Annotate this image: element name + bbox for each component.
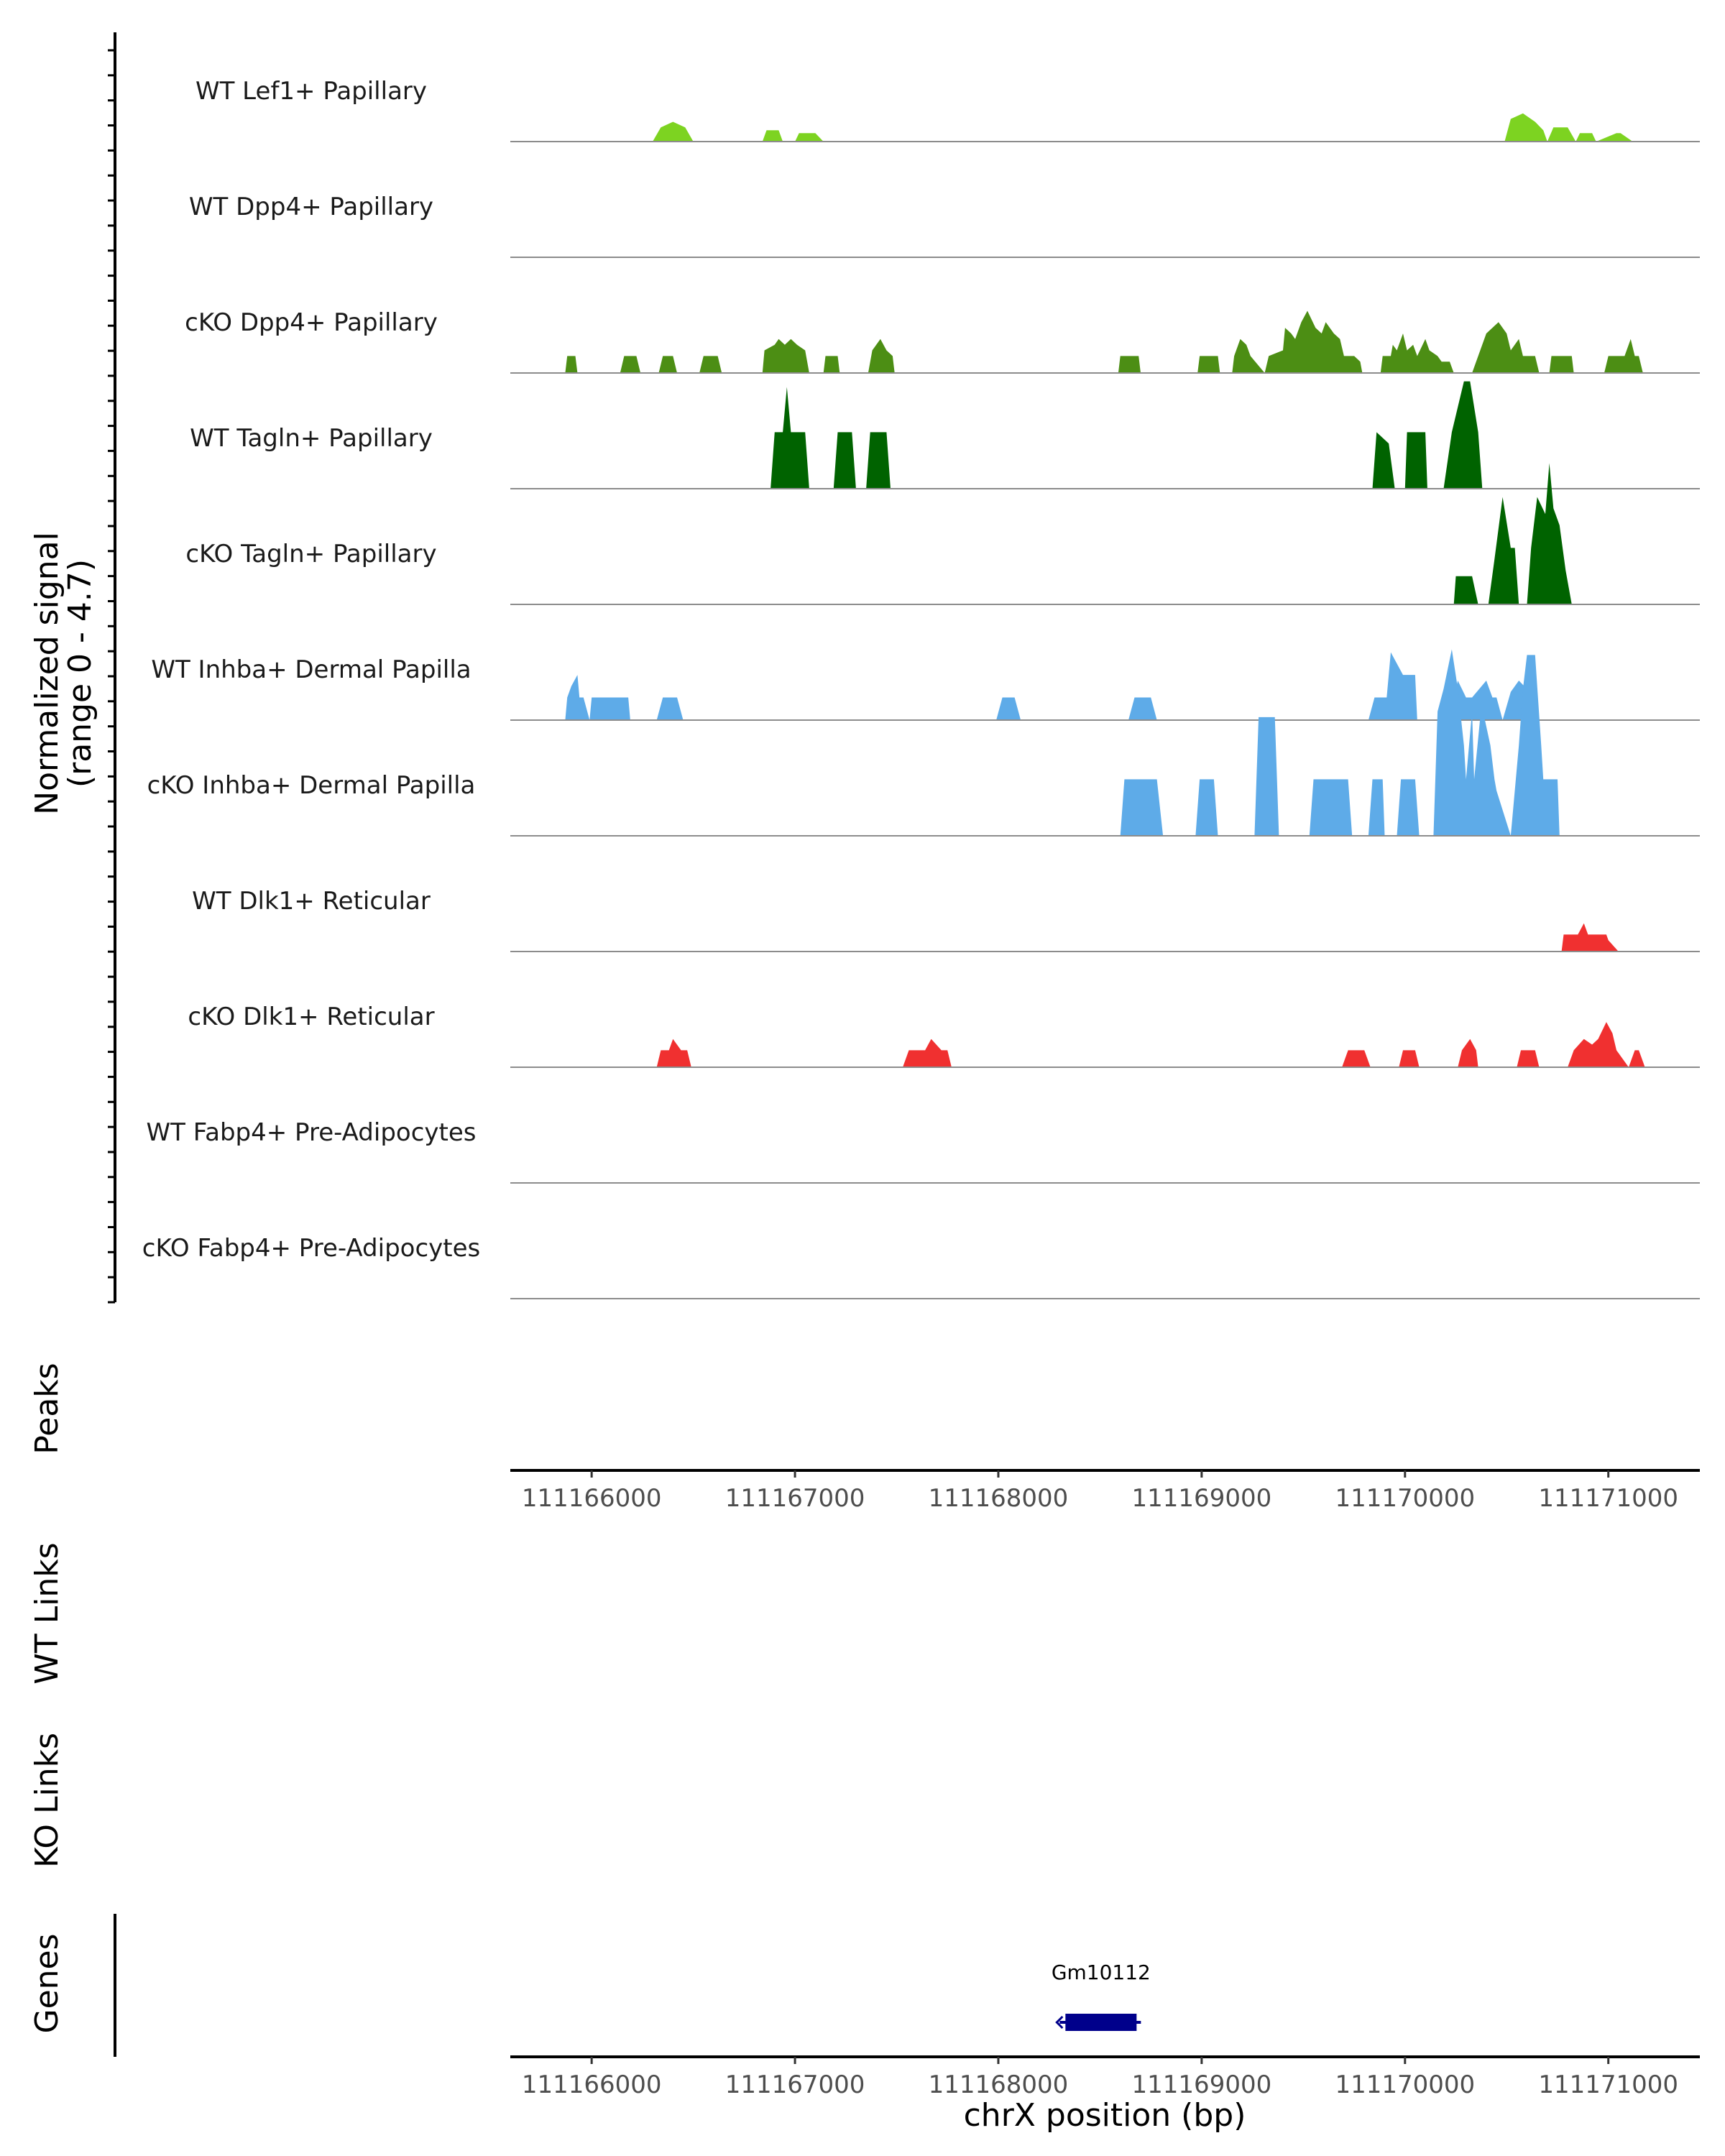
signal-axis-title-line1: Normalized signal [29, 532, 65, 815]
peaks-x-axis: 111166000 111167000 111168000 111169000 1111… [510, 1469, 1700, 1513]
x-tick-label: 111169000 [1132, 1484, 1272, 1513]
track-1: WT Lef1+ Papillary [196, 77, 1700, 142]
x-tick-label: 111168000 [929, 1484, 1069, 1513]
peaks-track-label: Peaks [29, 1363, 65, 1454]
gene-strand-arrow [1055, 2015, 1064, 2030]
track-label: cKO Fabp4+ Pre-Adipocytes [142, 1234, 481, 1263]
x-tick-label: 111171000 [1538, 2070, 1678, 2099]
gene-label: Gm10112 [1052, 1961, 1151, 1984]
track-6: WT Inhba+ Dermal Papilla [151, 652, 1700, 721]
track-2: WT Dpp4+ Papillary [189, 193, 1700, 258]
track-label: WT Dpp4+ Papillary [189, 193, 433, 221]
wt-links-track-label: WT Links [29, 1542, 65, 1684]
x-tick-label: 111166000 [522, 2070, 662, 2099]
coverage-area [653, 113, 1637, 142]
coverage-area [565, 652, 1540, 720]
coverage-area [656, 1022, 1645, 1067]
x-axis-title: chrX position (bp) [964, 2097, 1246, 2134]
coverage-area [1561, 923, 1619, 952]
x-tick-label: 111167000 [725, 1484, 865, 1513]
coverage-area [1453, 463, 1572, 604]
gene-track: Gm10112 [1052, 1961, 1151, 2031]
track-label: cKO Dlk1+ Reticular [188, 1003, 434, 1031]
track-label: cKO Tagln+ Papillary [185, 540, 436, 568]
track-4: WT Tagln+ Papillary [190, 381, 1700, 489]
track-8: WT Dlk1+ Reticular [192, 887, 1700, 952]
x-tick-label: 111171000 [1538, 1484, 1678, 1513]
track-9: cKO Dlk1+ Reticular [188, 1003, 1700, 1068]
x-tick-label: 111170000 [1335, 1484, 1475, 1513]
track-label: WT Tagln+ Papillary [190, 424, 433, 453]
x-tick-label: 111169000 [1132, 2070, 1272, 2099]
track-label: cKO Dpp4+ Papillary [185, 308, 438, 337]
x-tick-label: 111170000 [1335, 2070, 1475, 2099]
genes-track-label: Genes [29, 1933, 65, 2033]
ko-links-track-label: KO Links [29, 1733, 65, 1868]
track-7: cKO Inhba+ Dermal Papilla [147, 649, 1700, 837]
track-label: WT Dlk1+ Reticular [192, 887, 431, 916]
track-10: WT Fabp4+ Pre-Adipocytes [147, 1118, 1700, 1184]
signal-axis-title-line2: (range 0 - 4.7) [62, 559, 98, 788]
x-tick-label: 111168000 [929, 2070, 1069, 2099]
track-11: cKO Fabp4+ Pre-Adipocytes [142, 1234, 1700, 1299]
coverage-area [1120, 649, 1560, 836]
track-3: cKO Dpp4+ Papillary [185, 308, 1700, 374]
genes-x-axis: 111166000 111167000 111168000 111169000 1111… [510, 2055, 1700, 2099]
signal-y-axis [108, 32, 116, 1304]
x-tick-label: 111167000 [725, 2070, 865, 2099]
coverage-area [565, 310, 1643, 373]
x-tick-label: 111166000 [522, 1484, 662, 1513]
coverage-tracks: WT Lef1+ Papillary WT Dpp4+ Papillary cKO … [142, 77, 1700, 1299]
track-label: WT Inhba+ Dermal Papilla [151, 655, 471, 684]
track-label: WT Fabp4+ Pre-Adipocytes [147, 1118, 477, 1147]
track-label: WT Lef1+ Papillary [196, 77, 427, 106]
coverage-area [770, 381, 1483, 489]
track-label: cKO Inhba+ Dermal Papilla [147, 771, 476, 800]
track-5: cKO Tagln+ Papillary [185, 463, 1700, 605]
